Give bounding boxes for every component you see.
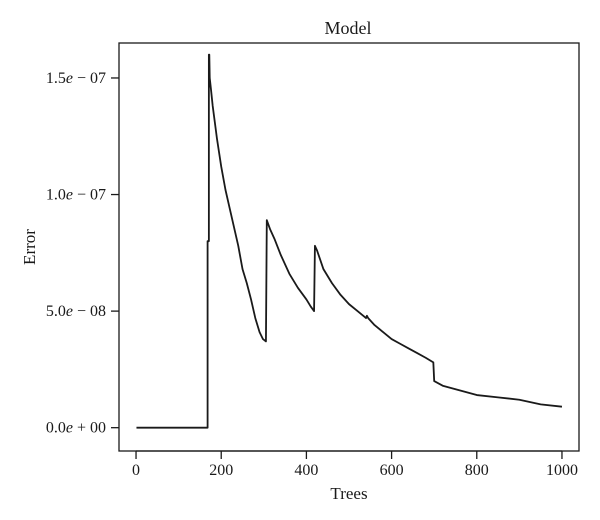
x-tick-label: 400 [294, 462, 318, 479]
y-tick-label: 0.0e + 00 [46, 420, 106, 437]
chart-title: Model [325, 18, 372, 38]
y-axis: 0.0e + 005.0e − 081.0e − 071.5e − 07 [46, 70, 119, 437]
y-axis-label: Error [20, 229, 39, 265]
y-tick-exponent: + 00 [73, 420, 106, 437]
y-tick-mantissa: 0.0 [46, 420, 66, 437]
y-tick-label: 1.5e − 07 [46, 70, 106, 87]
y-tick-label: 5.0e − 08 [46, 303, 106, 320]
plot-frame [118, 42, 580, 452]
x-tick-label: 600 [380, 462, 404, 479]
y-tick-mantissa: 5.0 [46, 303, 66, 320]
y-tick-e: e [66, 420, 73, 437]
series-layer [136, 53, 563, 429]
y-tick-mantissa: 1.5 [46, 70, 66, 87]
x-tick-label: 1000 [546, 462, 578, 479]
y-tick-label: 1.0e − 07 [46, 187, 106, 204]
series-line [136, 53, 563, 429]
x-tick-label: 0 [132, 462, 140, 479]
y-tick-exponent: − 07 [73, 187, 106, 204]
y-tick-mantissa: 1.0 [46, 187, 66, 204]
x-axis: 0 200 400 600 800 1000 [132, 450, 578, 479]
y-tick-e: e [66, 187, 73, 204]
y-tick-e: e [66, 70, 73, 87]
x-axis-label: Trees [330, 484, 367, 503]
y-tick-exponent: − 08 [73, 303, 106, 320]
y-tick-e: e [66, 303, 73, 320]
y-tick-exponent: − 07 [73, 70, 106, 87]
x-tick-label: 800 [465, 462, 489, 479]
x-tick-label: 200 [209, 462, 233, 479]
